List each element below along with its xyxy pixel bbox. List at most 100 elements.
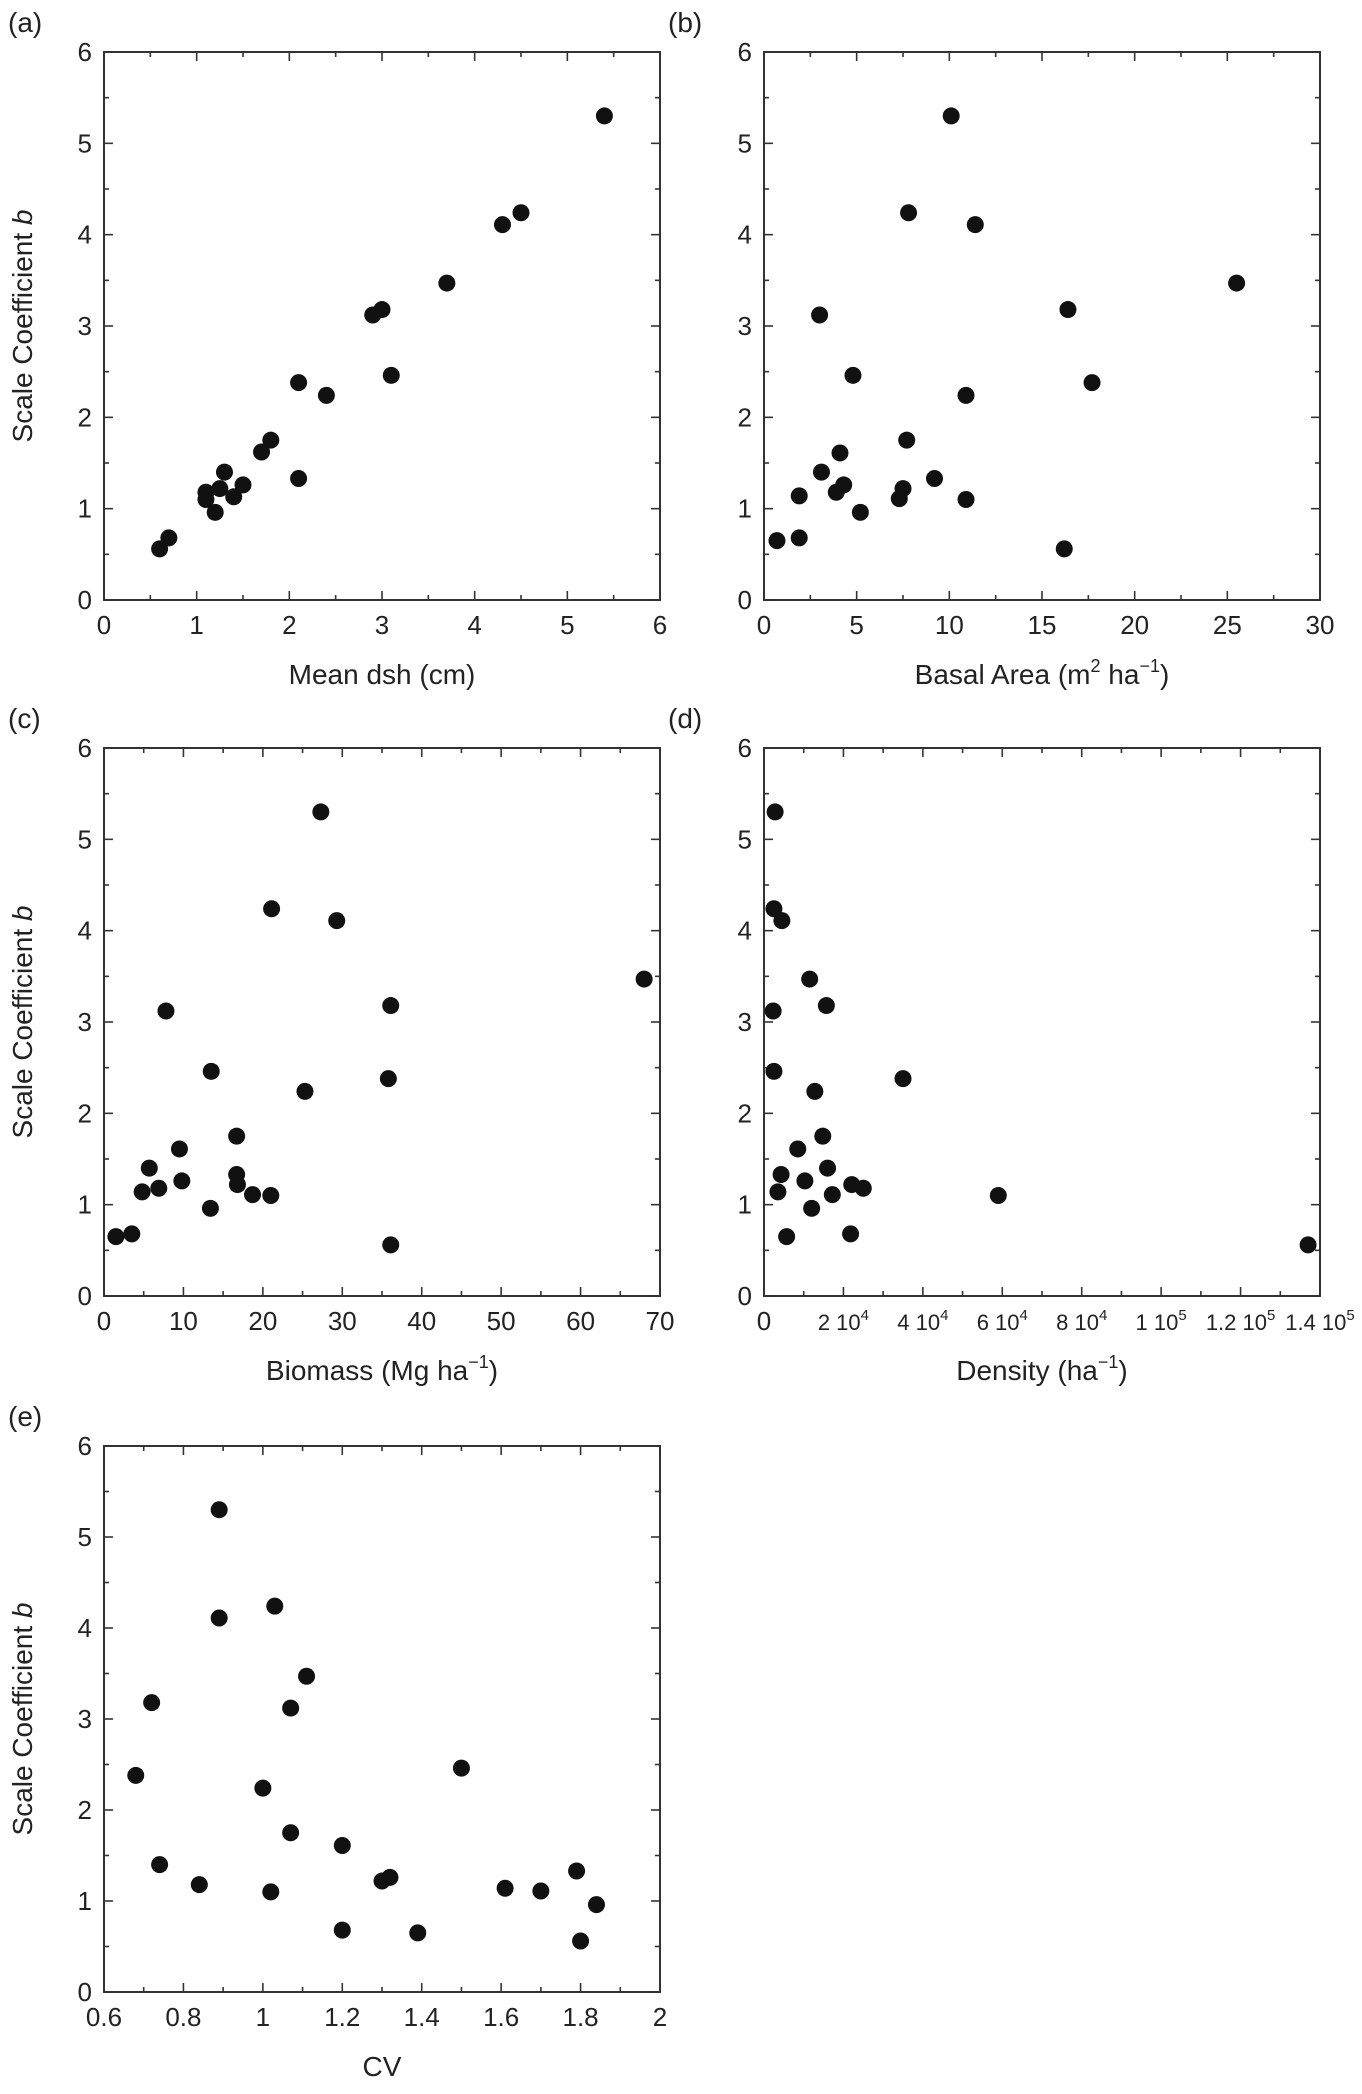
data-point bbox=[989, 1187, 1007, 1205]
x-tick-label: 70 bbox=[646, 1306, 675, 1336]
data-point bbox=[926, 470, 944, 488]
x-tick-label-text: 1.6 bbox=[483, 2002, 519, 2032]
x-axis-title-text: Biomass (Mg ha bbox=[266, 1355, 469, 1386]
x-tick-label-text: 2 bbox=[653, 2002, 667, 2032]
data-point bbox=[764, 1002, 782, 1020]
y-tick-label: 1 bbox=[738, 1190, 752, 1220]
y-tick-label: 5 bbox=[738, 824, 752, 854]
x-tick-label-text: 5 bbox=[560, 610, 574, 640]
x-tick-label: 0 bbox=[97, 610, 111, 640]
plot-frame bbox=[103, 51, 661, 601]
data-point bbox=[766, 803, 784, 821]
x-tick-label-text: 6 10 bbox=[977, 1310, 1020, 1335]
panel-a: (a) 0 1 2 3 4 5 6 0 1 2 3 4 5 6 Mean dsh (cm) Scale Coef… bbox=[7, 7, 667, 690]
data-point bbox=[844, 366, 862, 384]
data-point bbox=[107, 1228, 125, 1246]
data-point bbox=[595, 107, 613, 125]
data-point bbox=[160, 529, 178, 547]
x-tick-label-text: 1.8 bbox=[562, 2002, 598, 2032]
data-point bbox=[942, 107, 960, 125]
x-tick-label-text: 0 bbox=[757, 1306, 771, 1336]
data-point bbox=[381, 1868, 399, 1886]
y-tick-label: 2 bbox=[78, 1795, 92, 1825]
data-point bbox=[170, 1140, 188, 1158]
data-point bbox=[957, 386, 975, 404]
data-point bbox=[568, 1862, 586, 1880]
data-point bbox=[803, 1199, 821, 1217]
x-tick-label-text: 3 bbox=[375, 610, 389, 640]
data-point bbox=[819, 1159, 837, 1177]
data-point bbox=[831, 444, 849, 462]
x-axis-title: Biomass (Mg ha−1) bbox=[266, 1352, 498, 1386]
data-point bbox=[854, 1179, 872, 1197]
x-tick-label: 0.6 bbox=[86, 2002, 122, 2032]
panel-e: (e) 0 1 2 3 4 5 6 0.6 0.8 1 1.2 1.4 1.6 1.8 2 CV Scale Co… bbox=[7, 1401, 667, 2082]
data-point bbox=[532, 1882, 550, 1900]
data-point bbox=[512, 204, 530, 222]
data-point bbox=[894, 1070, 912, 1088]
x-tick-label: 1.6 bbox=[483, 2002, 519, 2032]
x-tick-label: 2 bbox=[653, 2002, 667, 2032]
data-point bbox=[790, 487, 808, 505]
plot-frame bbox=[103, 1445, 661, 1993]
data-point bbox=[234, 476, 252, 494]
y-tick-label: 0 bbox=[78, 1977, 92, 2007]
y-tick-label: 6 bbox=[738, 37, 752, 67]
y-tick-label: 6 bbox=[738, 733, 752, 763]
data-point bbox=[823, 1186, 841, 1204]
x-tick-label: 2 104 bbox=[818, 1307, 869, 1335]
data-point bbox=[317, 386, 335, 404]
data-point bbox=[228, 1176, 246, 1194]
x-tick-label: 6 bbox=[653, 610, 667, 640]
y-tick-label: 0 bbox=[738, 1281, 752, 1311]
data-point bbox=[123, 1225, 141, 1243]
y-axis-title-variable: b bbox=[7, 1603, 38, 1619]
x-tick-label-exponent: 5 bbox=[1178, 1307, 1186, 1324]
x-tick-label: 0.8 bbox=[165, 2002, 201, 2032]
data-point bbox=[266, 1597, 284, 1615]
panel-label: (b) bbox=[668, 7, 702, 38]
x-tick-label: 25 bbox=[1213, 610, 1242, 640]
data-point bbox=[806, 1082, 824, 1100]
data-point bbox=[812, 463, 830, 481]
x-tick-label-text: 50 bbox=[487, 1306, 516, 1336]
data-point bbox=[493, 216, 511, 234]
data-point bbox=[778, 1228, 796, 1246]
data-point bbox=[1055, 540, 1073, 558]
x-tick-label: 15 bbox=[1028, 610, 1057, 640]
x-axis-title-text: ) bbox=[1118, 1355, 1127, 1386]
x-tick-label-text: 4 bbox=[467, 610, 481, 640]
y-tick-label: 4 bbox=[78, 916, 92, 946]
data-point bbox=[382, 1236, 400, 1254]
data-point bbox=[817, 997, 835, 1015]
data-point bbox=[835, 476, 853, 494]
y-tick-label: 4 bbox=[738, 220, 752, 250]
data-point bbox=[143, 1694, 161, 1712]
data-point bbox=[789, 1140, 807, 1158]
x-tick-label: 5 bbox=[849, 610, 863, 640]
x-tick-label-text: 10 bbox=[169, 1306, 198, 1336]
x-tick-label: 1.4 bbox=[404, 2002, 440, 2032]
x-tick-label-exponent: 4 bbox=[861, 1307, 869, 1324]
x-tick-label-text: 0.8 bbox=[165, 2002, 201, 2032]
data-point bbox=[206, 503, 224, 521]
x-tick-label: 30 bbox=[328, 1306, 357, 1336]
data-point bbox=[796, 1172, 814, 1190]
y-axis-title-text: Scale Coefficient bbox=[7, 225, 38, 442]
y-tick-label: 2 bbox=[78, 1098, 92, 1128]
data-point bbox=[333, 1836, 351, 1854]
y-tick-label: 0 bbox=[738, 585, 752, 615]
data-point bbox=[898, 431, 916, 449]
x-tick-label-text: 2 bbox=[282, 610, 296, 640]
data-point bbox=[228, 1127, 246, 1145]
x-axis-title-text: ) bbox=[1160, 659, 1169, 690]
x-tick-label: 0 bbox=[757, 1306, 771, 1336]
x-tick-label-text: 5 bbox=[849, 610, 863, 640]
x-tick-label-exponent: 5 bbox=[1346, 1307, 1354, 1324]
data-point bbox=[801, 970, 819, 988]
y-tick-label: 6 bbox=[78, 733, 92, 763]
x-tick-label-text: 15 bbox=[1028, 610, 1057, 640]
data-point bbox=[957, 491, 975, 509]
